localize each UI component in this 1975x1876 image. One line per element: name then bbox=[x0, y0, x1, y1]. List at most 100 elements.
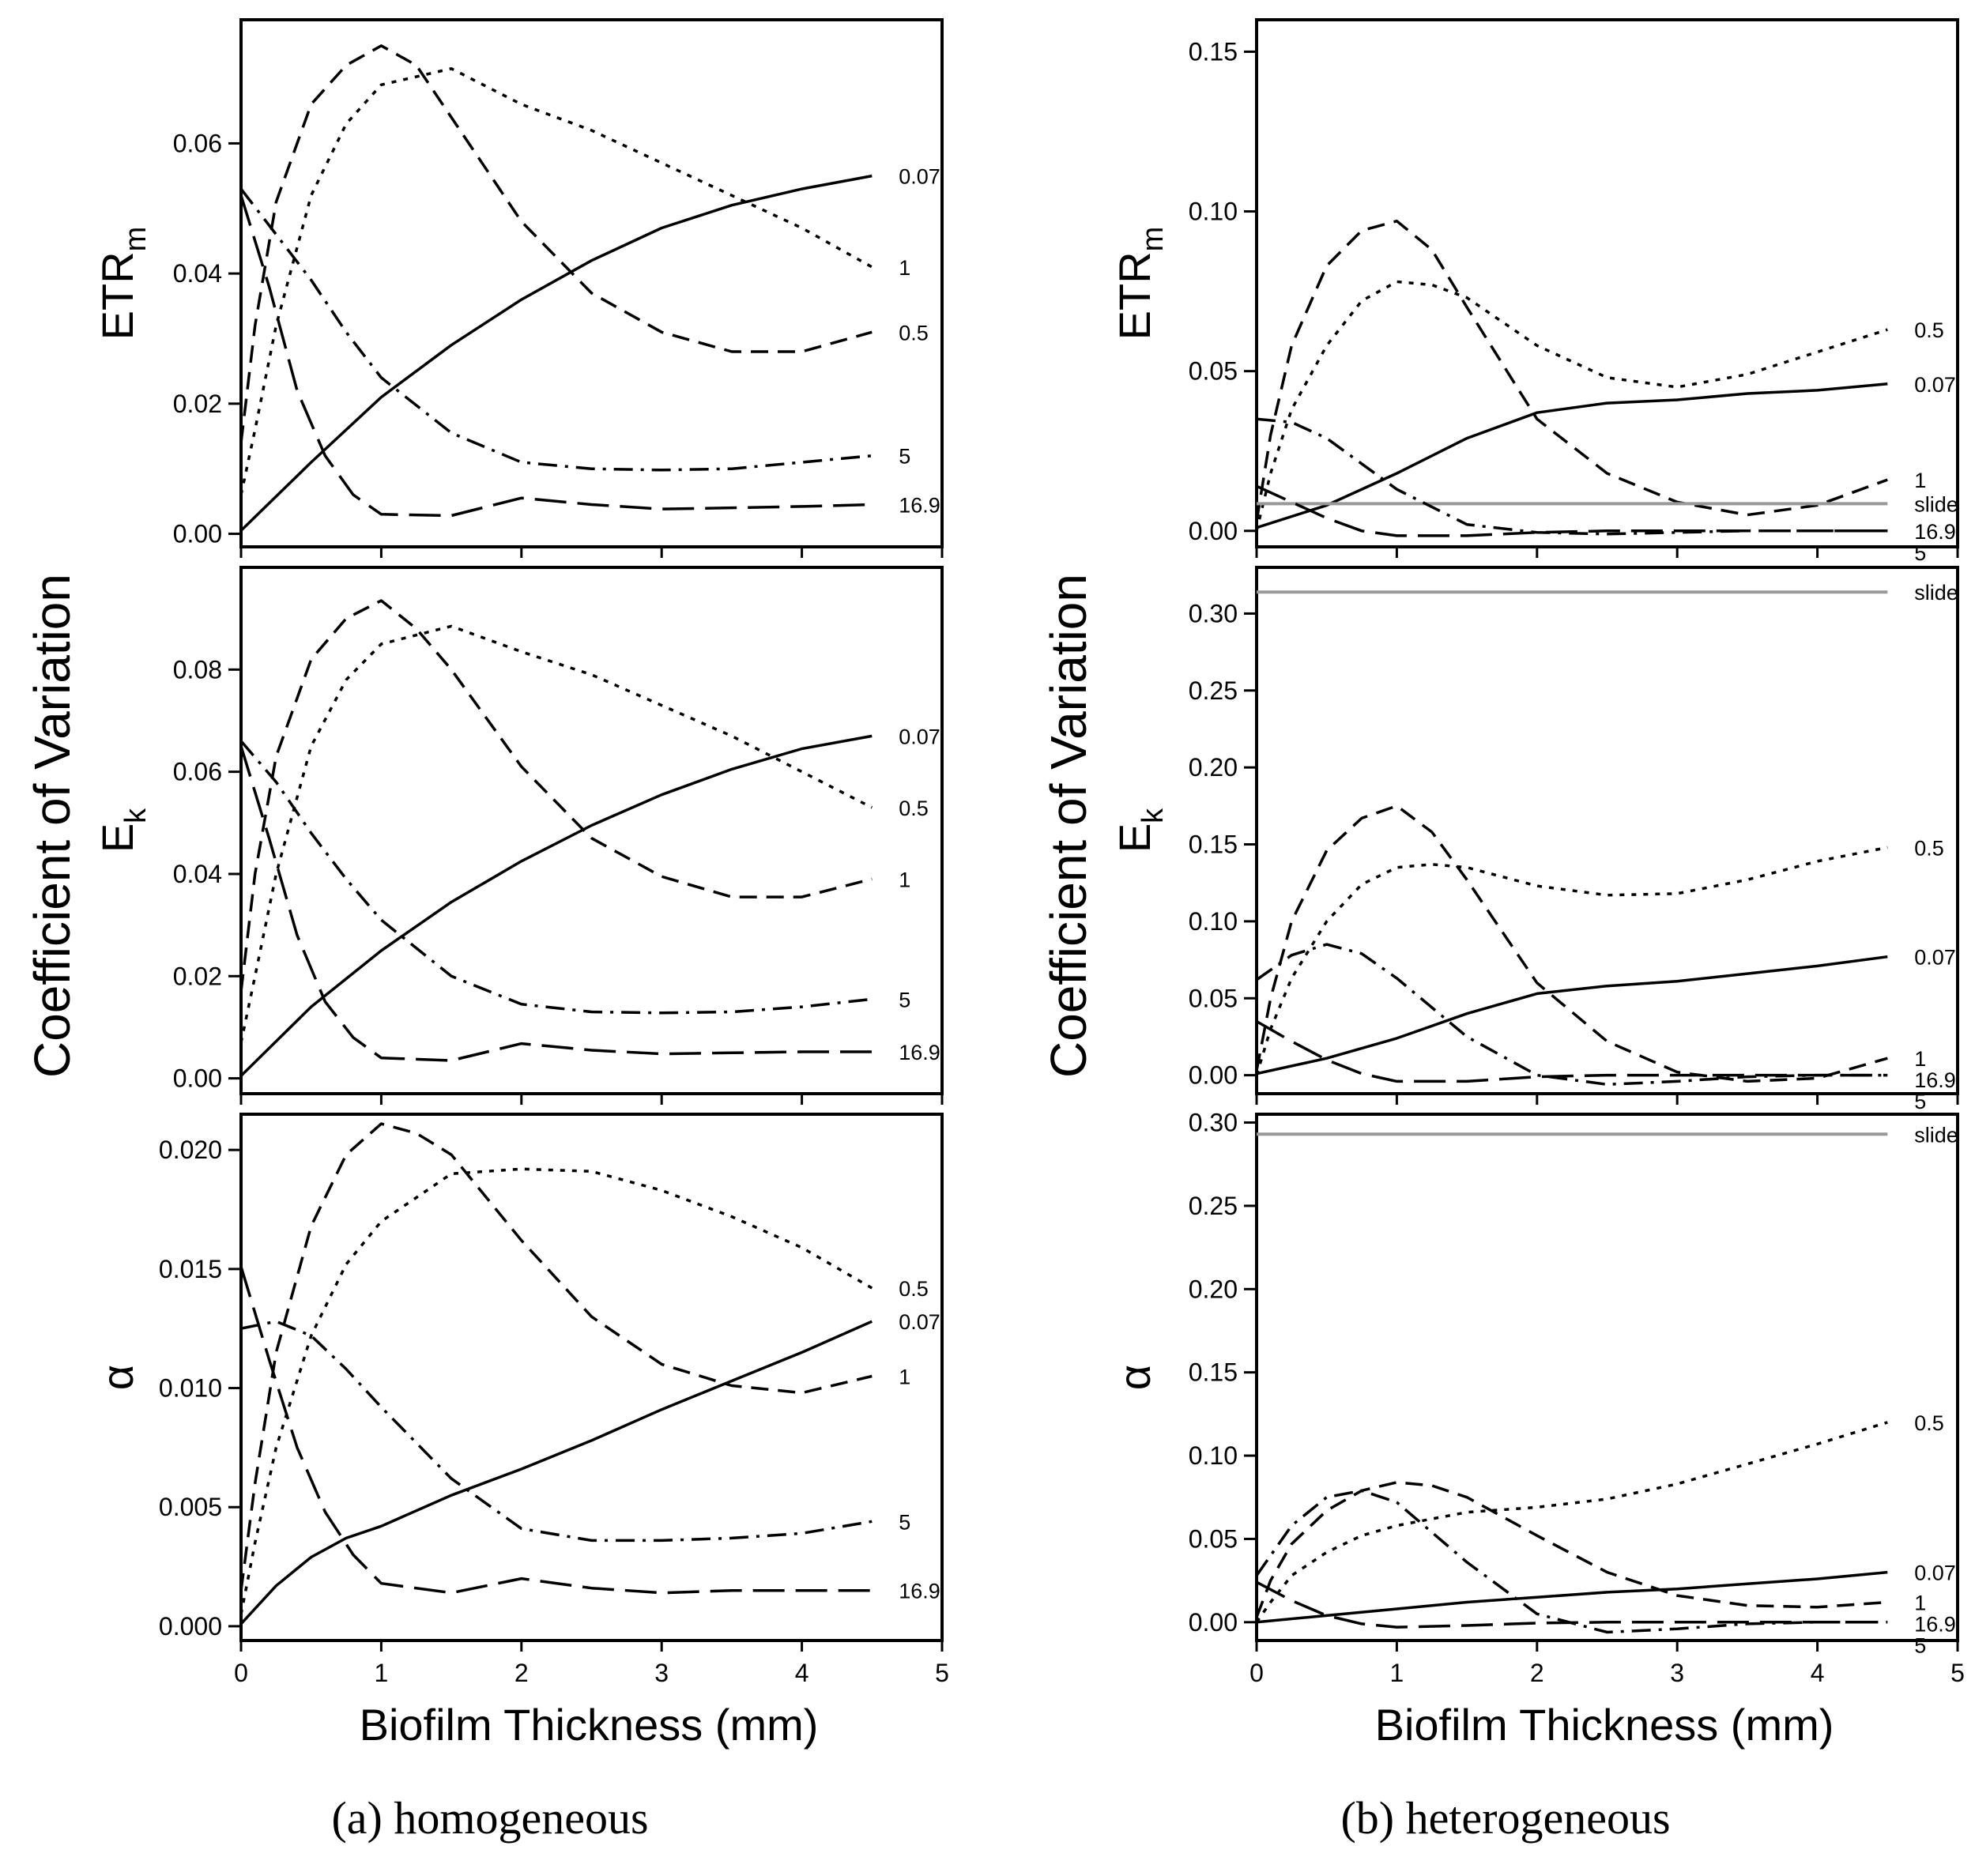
y-tick-label: 0.04 bbox=[173, 259, 222, 288]
y-tick-label: 0.00 bbox=[1189, 1608, 1238, 1637]
caption-heterogeneous: (b) heterogeneous bbox=[1340, 1792, 1670, 1844]
y-tick-label: 0.02 bbox=[173, 390, 222, 418]
series-label-0_5: 0.5 bbox=[899, 797, 929, 820]
series-label-16_9: 16.9 bbox=[899, 1580, 940, 1603]
series-line-0_07 bbox=[241, 734, 873, 1077]
series-label-0_5: 0.5 bbox=[1914, 1411, 1944, 1435]
y-tick-label: 0.15 bbox=[1189, 831, 1238, 859]
series-line-0_07 bbox=[241, 174, 873, 532]
y-tick-label: 0.02 bbox=[173, 962, 222, 990]
y-tick-label: 0.20 bbox=[1189, 753, 1238, 782]
series-line-5 bbox=[241, 188, 873, 472]
series-label-0_07: 0.07 bbox=[899, 725, 940, 748]
series-line-5 bbox=[241, 1320, 873, 1543]
series-group bbox=[1257, 590, 1888, 1087]
y-tick-label: 0.00 bbox=[173, 1064, 222, 1093]
plot-frame bbox=[239, 18, 944, 548]
y-tick-label: 0.25 bbox=[1189, 676, 1238, 705]
chart-b-ek: 0.00 0.05 0.10 0.15 0.20 0.25 0.30 Ek slide 0.5 0.… bbox=[1110, 566, 1959, 1113]
series-label-slide: slide bbox=[1914, 1123, 1958, 1147]
series-label-1: 0.5 bbox=[899, 321, 929, 345]
series-label-16_9: 16.9 bbox=[1914, 1068, 1956, 1092]
series-line-0_07 bbox=[1257, 1570, 1888, 1624]
x-tick-label: 3 bbox=[1670, 1659, 1684, 1687]
series-label-16_9: 16.9 bbox=[1914, 520, 1956, 544]
y-tick-label: 0.00 bbox=[1189, 517, 1238, 545]
y-axis-label: Ek bbox=[1110, 808, 1170, 853]
series-line-1 bbox=[241, 44, 873, 443]
y-tick-label: 0.020 bbox=[159, 1136, 222, 1164]
series-line-16_9 bbox=[1257, 484, 1888, 537]
series-label-1: 1 bbox=[1914, 1047, 1926, 1071]
x-axis-title-left: Biofilm Thickness (mm) bbox=[360, 1700, 819, 1750]
y-tick-label: 0.10 bbox=[1189, 198, 1238, 226]
series-label-16_9: 16.9 bbox=[899, 493, 940, 517]
series-line-16_9 bbox=[241, 745, 873, 1062]
x-tick-label: 3 bbox=[654, 1659, 669, 1687]
x-tick-label: 4 bbox=[795, 1659, 809, 1687]
x-tick-label: 0 bbox=[234, 1659, 248, 1687]
y-axis-label-main: ETR bbox=[92, 251, 142, 340]
x-tick-label: 0 bbox=[1249, 1659, 1264, 1687]
y-tick-label: 0.06 bbox=[173, 129, 222, 157]
series-line-5 bbox=[1257, 1489, 1888, 1634]
series-group bbox=[1257, 219, 1888, 537]
series-label-0_07: 0.07 bbox=[1914, 373, 1956, 397]
series-line-0_5 bbox=[241, 1167, 873, 1615]
y-tick-label: 0.00 bbox=[1189, 1061, 1238, 1090]
x-tick-label: 4 bbox=[1811, 1659, 1825, 1687]
series-line-16_9 bbox=[241, 194, 873, 518]
y-axis-title-left: Coefficient of Variation bbox=[24, 574, 81, 1078]
panels: 0.000.020.040.06ETRm0.0710.5516.90.000.0… bbox=[92, 18, 1965, 1687]
series-label-5: 5 bbox=[1914, 1634, 1926, 1658]
series-line-0_07 bbox=[1257, 382, 1888, 529]
y-tick-label: 0.05 bbox=[1189, 984, 1238, 1012]
y-axis-label-sub: k bbox=[119, 808, 153, 823]
y-tick-label: 0.00 bbox=[173, 520, 222, 548]
plot-frame bbox=[1255, 1113, 1959, 1642]
series-label-16_9: 16.9 bbox=[899, 1041, 940, 1064]
series-line-0_5 bbox=[1257, 846, 1888, 1076]
y-axis-label-main: ETR bbox=[1110, 251, 1159, 340]
series-line-0_07 bbox=[241, 1320, 873, 1625]
y-axis-label: ETRm bbox=[92, 227, 153, 341]
chart-a-ek: 0.00 0.02 0.04 0.06 0.08 Ek 0.07 0.5 1 5 16.9 bbox=[92, 566, 944, 1105]
y-tick-label: 0.05 bbox=[1189, 357, 1238, 386]
series-label-5: 5 bbox=[899, 445, 910, 469]
series-line-5 bbox=[1257, 417, 1888, 536]
y-tick-label: 0.04 bbox=[173, 860, 222, 888]
y-axis-label-main: α bbox=[1110, 1365, 1159, 1390]
y-tick-label: 0.10 bbox=[1189, 1441, 1238, 1470]
chart-b-alpha: 0.00 0.05 0.10 0.15 0.20 0.25 0.30 0 1 2 3 4 5 α slide… bbox=[1110, 1109, 1965, 1687]
series-label-1: 1 bbox=[899, 868, 910, 891]
series-label-16_9: 16.9 bbox=[1914, 1613, 1956, 1637]
series-label-5: 5 bbox=[1914, 1090, 1926, 1113]
series-label-0_07: 0.07 bbox=[899, 1310, 940, 1334]
series-label-0_5: 1 bbox=[899, 256, 910, 280]
series-line-0_5 bbox=[241, 624, 873, 1043]
y-tick-label: 0.20 bbox=[1189, 1275, 1238, 1303]
series-line-5 bbox=[241, 740, 873, 1015]
series-label-0_07: 0.07 bbox=[1914, 1561, 1956, 1585]
series-label-0_07: 0.07 bbox=[899, 165, 940, 189]
y-axis-label-main: E bbox=[1110, 823, 1159, 853]
y-tick-label: 0.015 bbox=[159, 1255, 222, 1283]
series-group bbox=[1257, 1132, 1888, 1634]
series-line-1 bbox=[1257, 1481, 1888, 1618]
series-label-1: 1 bbox=[1914, 469, 1926, 492]
x-tick-label: 2 bbox=[1530, 1659, 1544, 1687]
x-tick-label: 1 bbox=[375, 1659, 389, 1687]
series-group bbox=[241, 44, 873, 532]
y-tick-label: 0.25 bbox=[1189, 1192, 1238, 1220]
y-axis-label: α bbox=[1110, 1365, 1159, 1390]
series-label-0_5: 0.5 bbox=[1914, 836, 1944, 860]
series-line-1 bbox=[241, 599, 873, 992]
x-tick-label: 5 bbox=[935, 1659, 949, 1687]
series-line-16_9 bbox=[241, 1266, 873, 1595]
y-tick-label: 0.06 bbox=[173, 758, 222, 786]
x-tick-label: 5 bbox=[1951, 1659, 1965, 1687]
series-line-16_9 bbox=[1257, 1019, 1888, 1083]
series-label-1: 1 bbox=[1914, 1592, 1926, 1615]
series-line-5 bbox=[1257, 943, 1888, 1087]
